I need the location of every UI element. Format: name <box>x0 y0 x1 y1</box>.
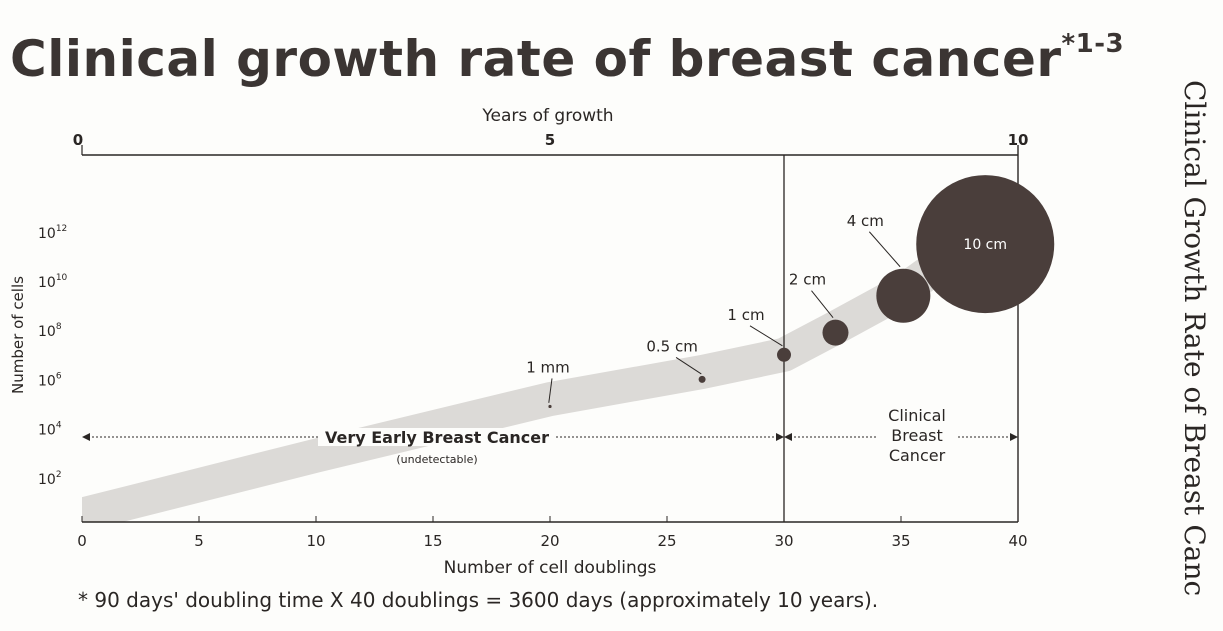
tumor-leader-line <box>868 231 901 268</box>
x-tick-label: 35 <box>891 532 910 550</box>
tumor-label: 1 mm <box>526 358 570 376</box>
y-tick-exponent: 8 <box>56 322 62 332</box>
y-tick-exponent: 4 <box>56 421 62 431</box>
tumor-circle <box>548 404 552 409</box>
tumor-label: 2 cm <box>789 271 826 289</box>
tumor-leader-line <box>749 325 783 347</box>
tumor-circle <box>822 319 849 346</box>
top-axis-tick-label: 10 <box>1008 131 1029 149</box>
y-tick-label: 102 <box>38 470 62 488</box>
tumor-label: 4 cm <box>847 212 884 230</box>
y-tick-base: 10 <box>38 226 56 242</box>
y-tick-base: 10 <box>38 472 56 488</box>
y-tick-base: 10 <box>38 423 56 439</box>
x-tick-label: 40 <box>1008 532 1027 550</box>
footnote: * 90 days' doubling time X 40 doublings … <box>78 588 879 612</box>
x-tick-label: 30 <box>774 532 793 550</box>
tumor-leader-line <box>548 378 553 403</box>
clinical-region-label-line: Cancer <box>889 446 946 465</box>
tumor-leader-line <box>811 290 834 318</box>
y-tick-base: 10 <box>38 275 56 291</box>
y-tick-base: 10 <box>38 373 56 389</box>
y-tick-label: 104 <box>38 421 62 439</box>
early-region-arrow-head-left <box>82 433 90 441</box>
x-tick-label: 20 <box>540 532 559 550</box>
growth-chart: 0 5 10 15 20 25 30 35 400 5 1010210410610810101012… <box>9 106 1055 578</box>
y-tick-label: 1012 <box>38 224 67 242</box>
x-tick-label: 15 <box>423 532 442 550</box>
tumor-leader-line <box>675 356 702 375</box>
x-tick-label: 25 <box>657 532 676 550</box>
x-tick-label: 5 <box>194 532 204 550</box>
tumor-label: 1 cm <box>727 306 764 324</box>
x-tick-label: 0 <box>77 532 87 550</box>
top-axis-tick-label: 0 <box>73 131 83 149</box>
tumor-circle <box>698 375 706 383</box>
regions-layer: Very Early Breast Cancer (undetectable) Cl… <box>82 406 1018 466</box>
clinical-region-label-line: Clinical <box>888 406 946 425</box>
top-axis-label: Years of growth <box>481 106 613 126</box>
page-title: Clinical growth rate of breast cancer*1-… <box>10 29 1125 88</box>
page-title-footnote-mark: *1-3 <box>1061 29 1125 60</box>
early-region-label: Very Early Breast Cancer <box>325 428 549 447</box>
tumor-label: 10 cm <box>963 237 1007 253</box>
y-tick-label: 108 <box>38 322 62 340</box>
y-tick-label: 1010 <box>38 273 68 291</box>
tumor-circle <box>916 175 1055 314</box>
x-tick-label: 10 <box>306 532 325 550</box>
y-tick-base: 10 <box>38 324 56 340</box>
tumor-circle <box>876 268 931 323</box>
clinical-region-label-line: Breast <box>891 426 942 445</box>
x-axis-label: Number of cell doublings <box>444 558 657 578</box>
y-tick-exponent: 2 <box>56 470 62 480</box>
tumors-layer: 1 mm 0.5 cm 1 cm 2 cm 4 cm 10 cm <box>526 175 1055 409</box>
growth-band-layer <box>82 214 1003 522</box>
tumor-label: 0.5 cm <box>646 337 697 355</box>
growth-band <box>82 214 1003 522</box>
top-axis-tick-label: 5 <box>545 131 555 149</box>
clinical-region-label-bg <box>877 428 957 446</box>
early-region-sublabel: (undetectable) <box>396 453 477 466</box>
y-tick-exponent: 12 <box>56 224 67 234</box>
y-tick-exponent: 10 <box>56 273 68 283</box>
clinical-region-arrow-head-left <box>784 433 792 441</box>
side-title: Clinical Growth Rate of Breast Canc <box>1178 80 1211 597</box>
tumor-circle <box>777 347 791 362</box>
y-tick-exponent: 6 <box>56 371 62 381</box>
clinical-region-arrow-head-right <box>1010 433 1018 441</box>
early-region-arrow-head-right <box>776 433 784 441</box>
y-axis-label: Number of cells <box>9 276 27 394</box>
y-tick-label: 106 <box>38 371 62 389</box>
early-region-label-bg <box>318 428 556 446</box>
page-title-text: Clinical growth rate of breast cancer <box>10 30 1062 88</box>
